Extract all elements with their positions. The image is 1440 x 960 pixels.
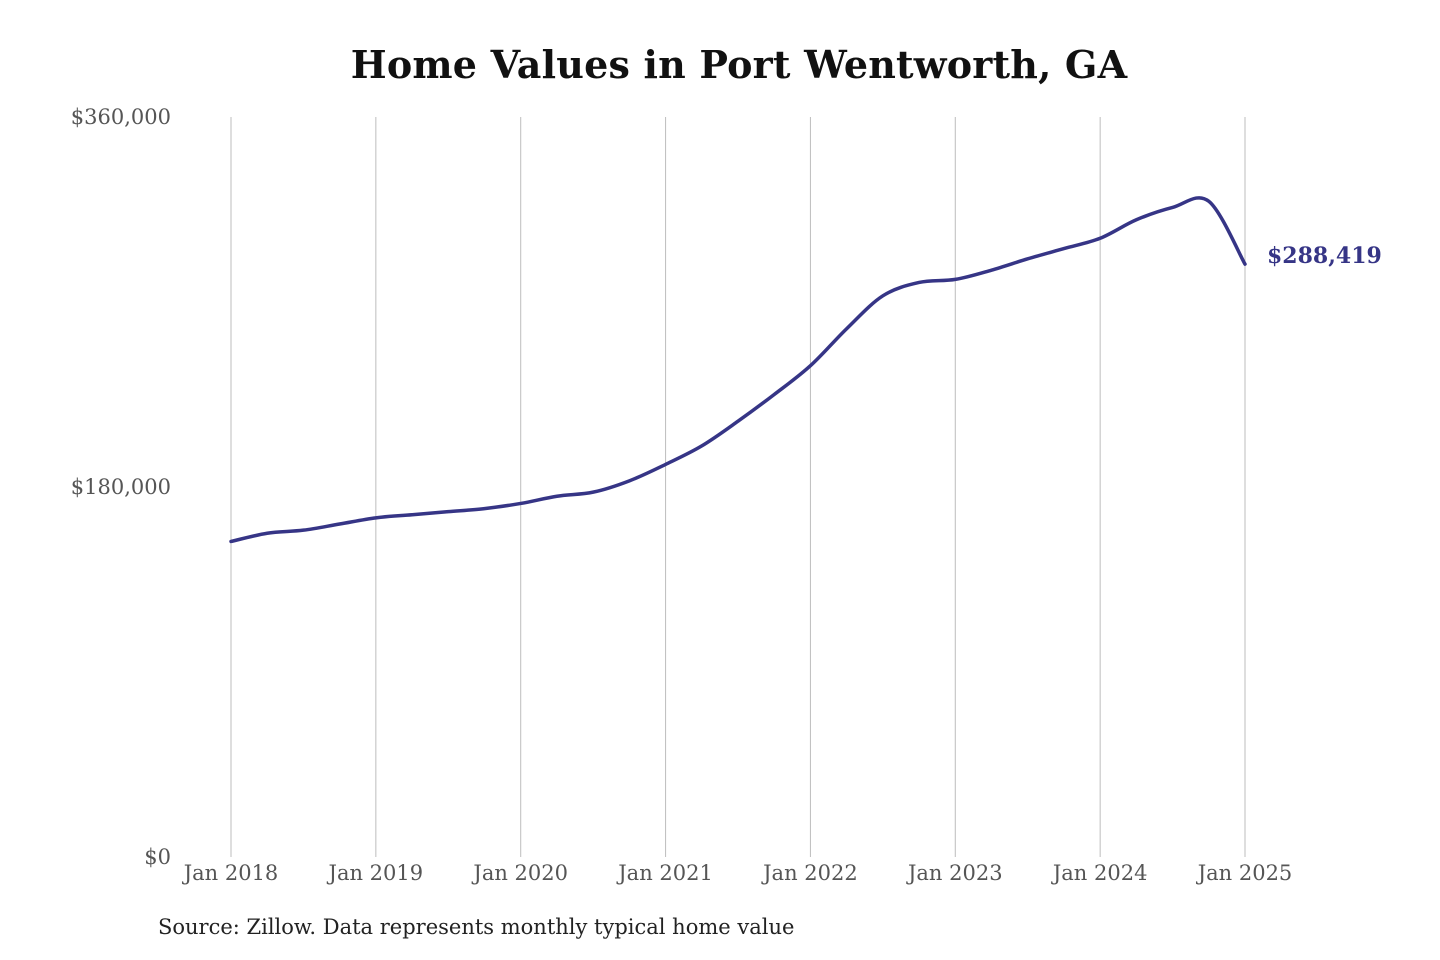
grid-lines xyxy=(230,117,1246,857)
y-tick-label: $180,000 xyxy=(71,475,171,499)
x-tick-label: Jan 2023 xyxy=(906,861,1003,885)
end-value-label: $288,419 xyxy=(1267,243,1382,269)
x-tick-label: Jan 2018 xyxy=(182,861,279,885)
y-tick-label: $0 xyxy=(144,845,171,869)
x-tick-label: Jan 2020 xyxy=(471,861,568,885)
x-tick-label: Jan 2024 xyxy=(1051,861,1148,885)
x-tick-label: Jan 2019 xyxy=(327,861,424,885)
series-layer xyxy=(229,196,1247,544)
y-axis-ticks: $0 $180,000 $360,000 xyxy=(71,105,171,869)
chart-title: Home Values in Port Wentworth, GA xyxy=(350,42,1128,87)
x-tick-label: Jan 2022 xyxy=(761,861,858,885)
series-line xyxy=(229,196,1247,544)
x-tick-label: Jan 2021 xyxy=(616,861,713,885)
x-axis-ticks: Jan 2018 Jan 2019 Jan 2020 Jan 2021 Jan 2022… xyxy=(182,861,1293,885)
y-tick-label: $360,000 xyxy=(71,105,171,129)
x-tick-label: Jan 2025 xyxy=(1196,861,1293,885)
source-note: Source: Zillow. Data represents monthly … xyxy=(158,915,795,939)
